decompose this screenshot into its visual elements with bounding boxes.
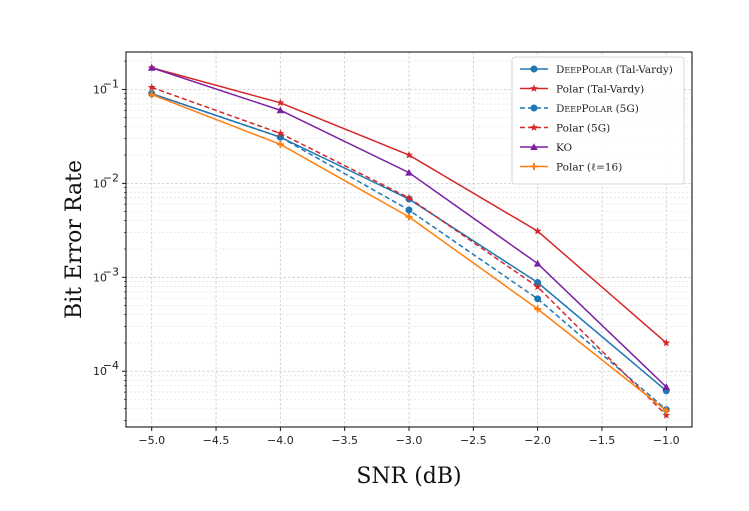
- legend-marker: [530, 123, 538, 131]
- axis-ticks: −5.0 −4.5 −4.0 −3.5 −3.0 −2.5 −2.0 −1.5 −1.010−1…: [93, 60, 680, 447]
- data-point: [276, 98, 285, 107]
- data-point: [533, 226, 542, 235]
- y-tick-label: 10: [93, 83, 107, 96]
- data-point: [534, 295, 542, 303]
- data-point: [533, 282, 542, 291]
- data-point: [405, 206, 413, 214]
- data-point: [662, 338, 671, 347]
- legend-box: [511, 56, 685, 185]
- legend-entry-5: Polar (ℓ=16): [520, 162, 622, 174]
- series-layer: [147, 63, 671, 419]
- data-point: [662, 383, 671, 391]
- x-tick-label: −4.0: [267, 434, 294, 447]
- legend-entry-1: Polar (Tal-Vardy): [520, 84, 644, 96]
- legend-label: DEEPPOLAR (Tal-Vardy): [556, 64, 673, 76]
- data-point: [662, 407, 670, 415]
- data-point: [147, 83, 156, 91]
- data-point: [276, 106, 285, 114]
- legend-entry-4: KO: [520, 142, 573, 154]
- x-tick-label: −3.0: [396, 434, 423, 447]
- data-point: [276, 140, 284, 148]
- y-axis-label: Bit Error Rate: [62, 160, 87, 319]
- series-4: [147, 63, 671, 391]
- y-tick-label: 10: [93, 365, 107, 378]
- y-tick-exponent: −1: [103, 77, 119, 90]
- y-tick-exponent: −2: [103, 171, 119, 184]
- legend: DEEPPOLAR (Tal-Vardy) Polar (Tal-Vardy) DE…: [511, 56, 685, 185]
- data-point: [405, 213, 413, 221]
- x-tick-label: −2.0: [524, 434, 551, 447]
- legend-marker: [530, 84, 538, 92]
- x-tick-label: −2.5: [460, 434, 487, 447]
- series-5: [148, 91, 670, 415]
- x-tick-label: −1.5: [589, 434, 616, 447]
- legend-marker: [530, 104, 538, 112]
- data-point: [405, 168, 413, 176]
- legend-entry-3: Polar (5G): [520, 123, 610, 135]
- x-tick-label: −4.5: [203, 434, 230, 447]
- data-point: [148, 91, 156, 99]
- legend-label: Polar (ℓ=16): [556, 162, 622, 174]
- legend-marker: [530, 163, 538, 170]
- x-axis-label: SNR (dB): [356, 464, 461, 489]
- data-point: [533, 259, 542, 267]
- y-tick-label: 10: [93, 177, 107, 190]
- legend-marker: [530, 65, 538, 73]
- y-tick-exponent: −4: [103, 359, 119, 372]
- data-point: [662, 411, 671, 419]
- data-point: [147, 63, 156, 71]
- x-tick-label: −1.0: [653, 434, 680, 447]
- y-tick-label: 10: [93, 271, 107, 284]
- legend-marker: [530, 143, 538, 151]
- data-point: [405, 193, 413, 202]
- legend-entry-2: DEEPPOLAR (5G): [520, 103, 639, 115]
- x-tick-label: −5.0: [138, 434, 165, 447]
- x-tick-label: −3.5: [331, 434, 358, 447]
- data-point: [405, 150, 413, 159]
- legend-label: Polar (Tal-Vardy): [556, 84, 644, 96]
- legend-label: Polar (5G): [556, 123, 610, 135]
- legend-label: DEEPPOLAR (5G): [556, 103, 639, 115]
- y-tick-exponent: −3: [103, 265, 119, 278]
- series-3: [147, 83, 671, 419]
- data-point: [534, 305, 542, 313]
- data-point: [276, 129, 285, 137]
- legend-entry-0: DEEPPOLAR (Tal-Vardy): [520, 64, 673, 76]
- legend-label: KO: [556, 142, 573, 154]
- grid: [126, 52, 692, 427]
